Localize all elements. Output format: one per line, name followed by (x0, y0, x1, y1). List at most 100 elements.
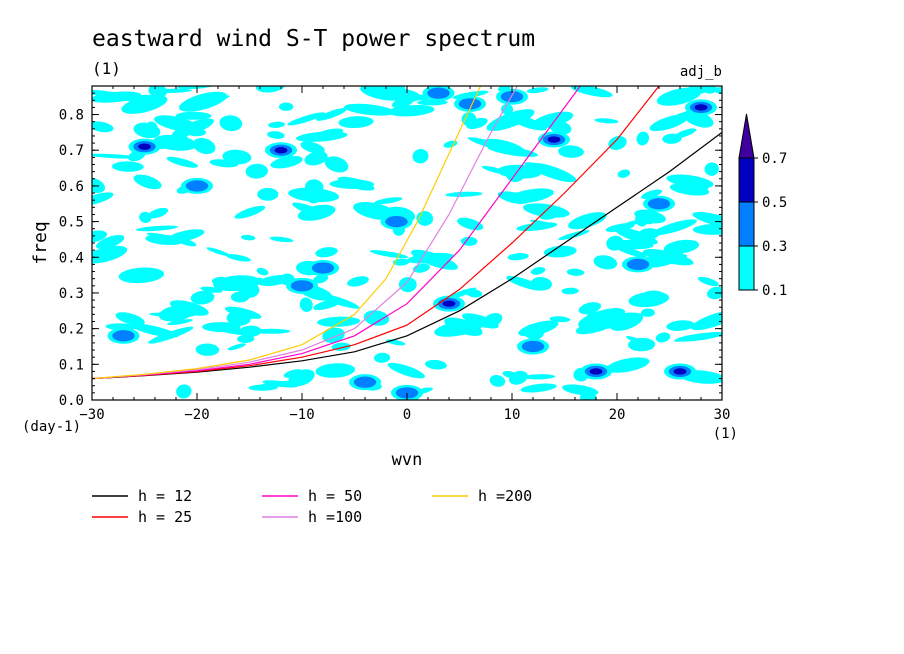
curve-h200 (92, 86, 482, 380)
contour-patch (686, 86, 715, 95)
contour-patch (531, 111, 574, 129)
contour-patch (288, 369, 315, 387)
contour-patch (489, 374, 506, 387)
shaded-region (395, 387, 419, 399)
x-ticks: −30 −20 −10 0 10 20 30 (79, 86, 730, 423)
contour-patch (92, 153, 136, 159)
contour-patch (313, 274, 329, 284)
contour-patch (148, 86, 168, 98)
x-tick-label: 20 (609, 407, 626, 423)
contour-patch (96, 234, 125, 250)
shaded-region (290, 280, 314, 292)
contour-patch (200, 286, 223, 293)
contour-patch (497, 164, 542, 179)
legend-label: h = 12 (138, 487, 192, 505)
x-tick-label: −20 (184, 407, 209, 423)
colorbar-label: 0.1 (762, 283, 787, 299)
contour-patch (257, 275, 292, 286)
shaded-region (274, 147, 288, 154)
y-tick-label: 0.4 (59, 250, 84, 266)
contour-patch (578, 302, 602, 315)
contour-patch (202, 322, 241, 333)
colorbar-label: 0.5 (762, 195, 787, 211)
contour-patch (287, 112, 326, 126)
contour-patch (364, 86, 378, 96)
contour-patch (175, 111, 212, 120)
contour-patch (539, 210, 561, 220)
contour-patch (649, 114, 689, 132)
contour-patch (322, 327, 345, 343)
colorbar-label: 0.7 (762, 151, 787, 167)
chart-subtitle-right: adj_b (680, 64, 722, 80)
contour-patch (691, 310, 722, 331)
contour-patch (245, 163, 268, 179)
contour-patch (558, 230, 590, 241)
contour-patch (133, 174, 162, 190)
contour-patch (234, 205, 266, 219)
contour-patch (209, 159, 239, 168)
contour-patch (526, 87, 549, 94)
contour-patch (315, 363, 356, 378)
contour-patch (561, 384, 599, 396)
contour-patch (148, 207, 169, 219)
contour-patch (586, 311, 601, 323)
contour-shading (92, 86, 722, 400)
contour-patch (130, 323, 179, 338)
contour-patch (256, 267, 269, 276)
contour-patch (135, 225, 179, 232)
contour-patch (594, 118, 619, 124)
x-axis-label: wvn (392, 450, 423, 470)
contour-patch (606, 357, 650, 373)
y-tick-label: 0.5 (59, 215, 84, 231)
y-tick-label: 0.0 (59, 393, 84, 409)
y-tick-label: 0.6 (59, 179, 84, 195)
contour-patch (416, 210, 434, 226)
contour-patch (304, 151, 328, 166)
contour-patch (697, 276, 719, 287)
y-tick-label: 0.3 (59, 286, 84, 302)
contour-patch (92, 177, 106, 193)
contour-patch (278, 102, 294, 111)
contour-patch (269, 236, 294, 243)
legend-item: h =100 (262, 508, 362, 526)
contour-patch (255, 86, 286, 93)
contour-patch (166, 156, 198, 168)
shaded-region (626, 258, 650, 271)
y-unit-label: (day-1) (22, 419, 81, 435)
contour-patch (227, 343, 246, 351)
contour-patch (315, 247, 338, 258)
contour-patch (578, 308, 626, 329)
contour-patch (692, 223, 722, 235)
contour-patch (566, 268, 585, 276)
contour-patch (626, 336, 641, 343)
contour-patch (337, 176, 375, 191)
contour-patch (506, 275, 544, 291)
contour-patch (640, 308, 655, 317)
contour-patch (669, 183, 710, 196)
chart-subtitle-left: (1) (92, 59, 121, 78)
contour-patch (398, 277, 417, 293)
contour-patch (444, 317, 483, 336)
contour-patch (237, 334, 255, 344)
curve-h100 (92, 86, 518, 380)
contour-patch (92, 230, 108, 243)
contour-patch (206, 247, 230, 257)
contour-patch (252, 328, 291, 334)
contour-patch (530, 267, 546, 275)
contour-patch (424, 359, 447, 370)
contour-patch (501, 103, 514, 115)
contour-patch (257, 187, 279, 201)
contour-patch (714, 86, 722, 94)
contour-patch (523, 374, 556, 380)
y-tick-label: 0.8 (59, 108, 84, 124)
contour-patch (139, 211, 152, 223)
contour-patch (524, 162, 574, 182)
contour-patch (673, 128, 697, 139)
contour-patch (412, 263, 430, 273)
contour-patch (412, 148, 429, 164)
contour-patch (171, 118, 214, 138)
shaded-region (185, 180, 209, 192)
contour-patch (655, 332, 671, 343)
colorbar-segment (738, 245, 755, 291)
